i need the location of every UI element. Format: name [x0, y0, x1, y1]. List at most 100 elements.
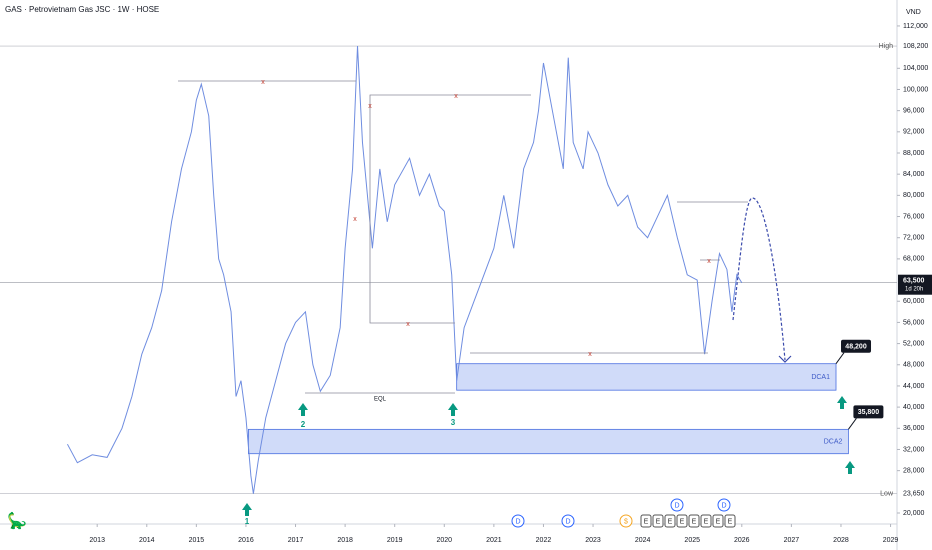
arrow: [837, 396, 847, 409]
zone-tag-label: 48,200: [845, 344, 867, 351]
logo: 🦕: [7, 511, 27, 530]
marker: x: [707, 258, 711, 265]
currency: VND: [906, 9, 921, 16]
zone: [456, 363, 837, 391]
y-tick-label: 56,000: [903, 319, 925, 326]
y-tick-label: 28,000: [903, 467, 925, 474]
y-tick-label: 60,000: [903, 298, 925, 305]
x-tick-label: 2017: [288, 537, 304, 544]
last-tag: [898, 274, 932, 295]
event-label: E: [704, 518, 709, 525]
event-label: E: [692, 518, 697, 525]
low-value: 23,650: [903, 491, 925, 498]
y-tick-label: 72,000: [903, 235, 925, 242]
high-value: 108,200: [903, 43, 928, 50]
y-tick-label: 32,000: [903, 446, 925, 453]
y-tick-label: 48,000: [903, 362, 925, 369]
chart-title: GAS · Petrovietnam Gas JSC · 1W · HOSE: [5, 5, 159, 14]
y-tick-label: 36,000: [903, 425, 925, 432]
marker: x: [368, 103, 372, 110]
x-tick-label: 2019: [387, 537, 403, 544]
arrow: [298, 403, 308, 416]
zone-tag-stem: [835, 352, 845, 364]
level-line: [369, 298, 455, 324]
y-tick-label: 88,000: [903, 150, 925, 157]
event-badge: [712, 514, 724, 528]
event-badge: [640, 514, 652, 528]
event-label: D: [721, 502, 726, 509]
arrow-label: 3: [451, 418, 456, 427]
event-label: $: [624, 518, 628, 525]
x-tick-label: 2029: [883, 537, 899, 544]
eql-label: EQL: [374, 397, 387, 403]
x-tick-label: 2027: [784, 537, 800, 544]
arrow-label: 2: [301, 420, 306, 429]
x-tick-label: 2022: [536, 537, 552, 544]
zone-label: DCA1: [811, 374, 830, 381]
y-tick-label: 40,000: [903, 404, 925, 411]
y-tick-label: 20,000: [903, 510, 925, 517]
event-badge: [676, 514, 688, 528]
y-tick-label: 76,000: [903, 213, 925, 220]
y-tick-label: 100,000: [903, 86, 928, 93]
y-tick-label: 96,000: [903, 107, 925, 114]
arrow: [242, 503, 252, 516]
drawings: x x x x x x x 🦕: [7, 79, 792, 530]
x-tick-label: 2013: [89, 537, 105, 544]
low-tag-bg: [898, 487, 932, 500]
arrow: [448, 403, 458, 416]
x-tick-label: 2018: [337, 537, 353, 544]
event-label: D: [674, 502, 679, 509]
zone-tag-stem: [848, 418, 857, 430]
x-tick-label: 2028: [833, 537, 849, 544]
x-tick-label: 2016: [238, 537, 254, 544]
low-label: Low: [880, 491, 894, 498]
event-badge: [700, 514, 712, 528]
event-badge: [688, 514, 700, 528]
event-badge: [724, 514, 736, 528]
zone-tag-label: 35,800: [858, 409, 880, 416]
event-badge: [561, 514, 575, 528]
x-tick-label: 2020: [436, 537, 452, 544]
y-tick-label: 44,000: [903, 383, 925, 390]
y-tick-label: 92,000: [903, 129, 925, 136]
y-tick-label: 84,000: [903, 171, 925, 178]
marker: x: [406, 321, 410, 328]
event-label: E: [668, 518, 673, 525]
marker: x: [454, 93, 458, 100]
event-badge: [511, 514, 525, 528]
marker: x: [261, 79, 265, 86]
event-label: D: [565, 518, 570, 525]
event-badge: [664, 514, 676, 528]
marker: x: [588, 351, 592, 358]
event-label: E: [644, 518, 649, 525]
event-label: D: [515, 518, 520, 525]
x-tick-label: 2021: [486, 537, 502, 544]
y-tick-label: 68,000: [903, 256, 925, 263]
last-countdown: 1d 20h: [905, 286, 923, 292]
x-tick-label: 2026: [734, 537, 750, 544]
y-tick-label: 80,000: [903, 192, 925, 199]
x-tick-label: 2024: [635, 537, 651, 544]
x-tick-label: 2014: [139, 537, 155, 544]
y-tick-label: 52,000: [903, 340, 925, 347]
y-tick-label: 112,000: [903, 23, 928, 30]
marker: x: [353, 216, 357, 223]
zone-label: DCA2: [824, 438, 843, 445]
arrow-label: 1: [245, 517, 250, 526]
level-line: [369, 94, 531, 298]
arrow: [845, 461, 855, 474]
event-badge: [717, 498, 731, 512]
x-tick-label: 2015: [189, 537, 205, 544]
event-label: E: [716, 518, 721, 525]
x-tick-label: 2025: [684, 537, 700, 544]
projection-head: [778, 355, 792, 363]
price-line: [66, 46, 743, 494]
zone-tag: [841, 339, 872, 353]
last-value: 63,500: [903, 278, 925, 285]
event-badge: [652, 514, 664, 528]
x-tick-label: 2023: [585, 537, 601, 544]
event-label: E: [728, 518, 733, 525]
